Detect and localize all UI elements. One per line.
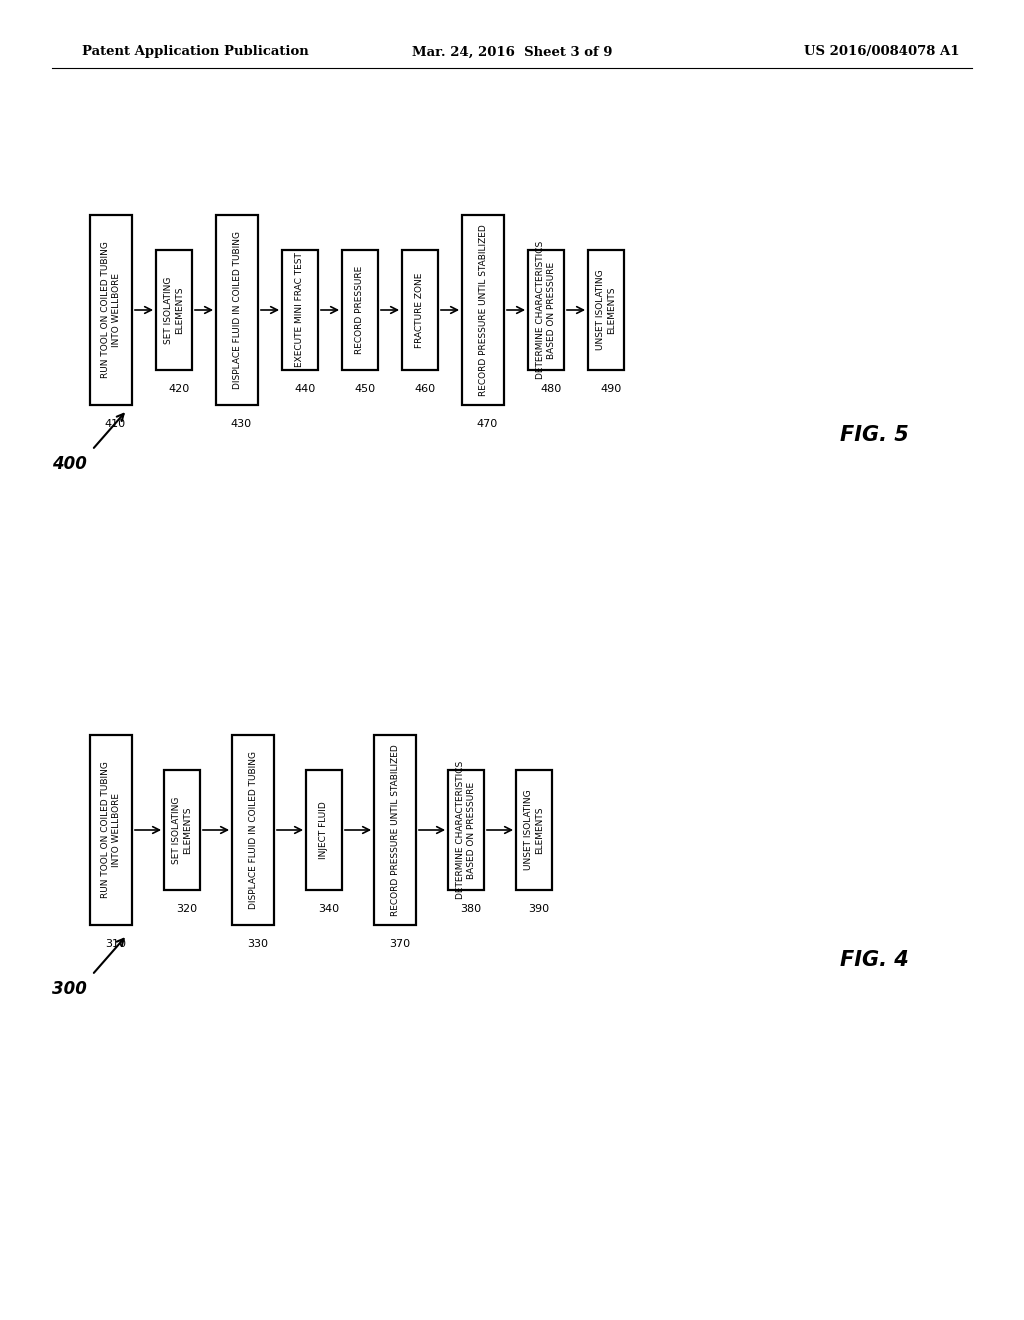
Text: 420: 420 [169, 384, 189, 393]
Bar [402, 249, 438, 370]
Text: EXECUTE MINI FRAC TEST: EXECUTE MINI FRAC TEST [296, 252, 304, 367]
Text: FIG. 4: FIG. 4 [840, 950, 908, 970]
Text: 450: 450 [354, 384, 376, 393]
Bar [232, 735, 274, 925]
Text: 410: 410 [104, 418, 126, 429]
Text: RECORD PRESSURE UNTIL STABILIZED: RECORD PRESSURE UNTIL STABILIZED [478, 224, 487, 396]
Bar [156, 249, 193, 370]
Bar [164, 770, 200, 890]
Text: 460: 460 [415, 384, 436, 393]
Text: RUN TOOL ON COILED TUBING
INTO WELLBORE: RUN TOOL ON COILED TUBING INTO WELLBORE [101, 242, 121, 379]
Bar [216, 215, 258, 405]
Text: UNSET ISOLATING
ELEMENTS: UNSET ISOLATING ELEMENTS [524, 789, 544, 870]
Text: 400: 400 [52, 455, 87, 473]
Text: SET ISOLATING
ELEMENTS: SET ISOLATING ELEMENTS [172, 796, 193, 863]
Text: 310: 310 [104, 939, 126, 949]
Text: DETERMINE CHARACTERISTICS
BASED ON PRESSURE: DETERMINE CHARACTERISTICS BASED ON PRESS… [536, 240, 556, 379]
Bar [449, 770, 484, 890]
Bar [90, 735, 132, 925]
Bar [342, 249, 378, 370]
Text: DISPLACE FLUID IN COILED TUBING: DISPLACE FLUID IN COILED TUBING [249, 751, 257, 909]
Text: RUN TOOL ON COILED TUBING
INTO WELLBORE: RUN TOOL ON COILED TUBING INTO WELLBORE [101, 762, 121, 899]
Text: 380: 380 [461, 904, 481, 913]
Bar [282, 249, 318, 370]
Bar [90, 215, 132, 405]
Bar [588, 249, 624, 370]
Text: DISPLACE FLUID IN COILED TUBING: DISPLACE FLUID IN COILED TUBING [232, 231, 242, 389]
Text: 300: 300 [52, 979, 87, 998]
Text: 430: 430 [230, 418, 252, 429]
Text: 480: 480 [541, 384, 562, 393]
Bar [528, 249, 564, 370]
Text: FRACTURE ZONE: FRACTURE ZONE [416, 272, 425, 347]
Text: 370: 370 [389, 939, 410, 949]
Text: SET ISOLATING
ELEMENTS: SET ISOLATING ELEMENTS [164, 276, 184, 343]
Bar [516, 770, 552, 890]
Text: 440: 440 [295, 384, 315, 393]
Text: 320: 320 [176, 904, 198, 913]
Text: RECORD PRESSURE UNTIL STABILIZED: RECORD PRESSURE UNTIL STABILIZED [390, 744, 399, 916]
Text: DETERMINE CHARACTERISTICS
BASED ON PRESSURE: DETERMINE CHARACTERISTICS BASED ON PRESS… [456, 760, 476, 899]
Text: Mar. 24, 2016  Sheet 3 of 9: Mar. 24, 2016 Sheet 3 of 9 [412, 45, 612, 58]
Text: US 2016/0084078 A1: US 2016/0084078 A1 [805, 45, 961, 58]
Text: 390: 390 [528, 904, 550, 913]
Text: Patent Application Publication: Patent Application Publication [82, 45, 309, 58]
Text: 330: 330 [247, 939, 267, 949]
Text: 470: 470 [477, 418, 498, 429]
Text: FIG. 5: FIG. 5 [840, 425, 908, 445]
Text: INJECT FLUID: INJECT FLUID [319, 801, 329, 859]
Bar [374, 735, 416, 925]
Bar [462, 215, 504, 405]
Text: RECORD PRESSURE: RECORD PRESSURE [355, 265, 365, 354]
Text: UNSET ISOLATING
ELEMENTS: UNSET ISOLATING ELEMENTS [596, 269, 616, 350]
Text: 340: 340 [318, 904, 340, 913]
Text: 490: 490 [601, 384, 622, 393]
Bar [306, 770, 342, 890]
